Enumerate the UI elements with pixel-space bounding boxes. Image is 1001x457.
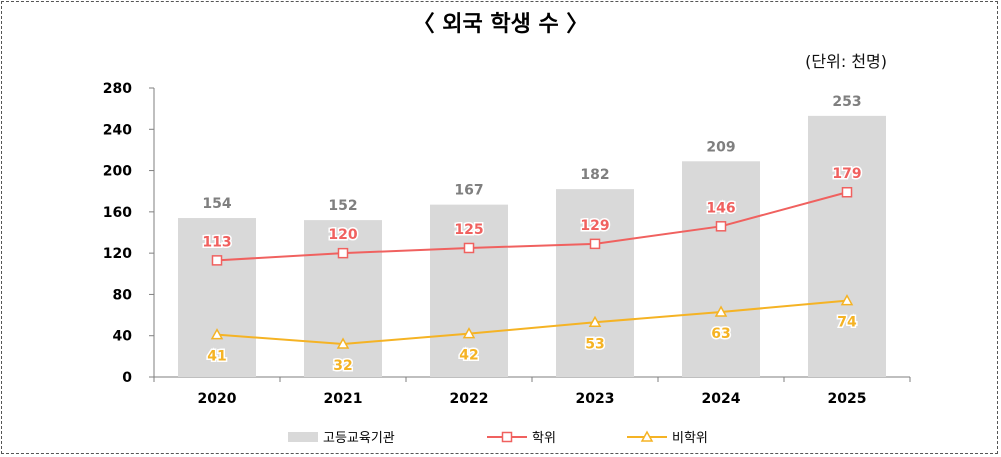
- unit-label: (단위: 천명): [805, 52, 887, 71]
- x-tick-label: 2022: [450, 391, 489, 407]
- nondegree-data-label: 32: [333, 358, 352, 374]
- degree-point: [715, 221, 727, 232]
- bar: [808, 115, 886, 377]
- nondegree-point: [588, 315, 602, 328]
- x-tick-label: 2024: [702, 391, 741, 407]
- nondegree-point: [336, 337, 350, 349]
- x-tick-label: 2020: [198, 391, 237, 407]
- bar: [430, 204, 508, 377]
- degree-data-label: 120: [328, 227, 357, 243]
- y-tick-label: 280: [103, 81, 132, 97]
- degree-data-label: 129: [580, 218, 609, 234]
- nondegree-series-line: [216, 299, 848, 345]
- degree-series-line: [216, 191, 848, 262]
- bar: [304, 220, 382, 377]
- bar-data-label: 152: [328, 198, 357, 214]
- y-tick-label: 240: [103, 122, 132, 138]
- bar-data-label: 167: [454, 183, 483, 199]
- bar: [682, 161, 760, 377]
- bar: [178, 218, 256, 377]
- bar: [556, 189, 634, 377]
- y-tick-label: 120: [103, 246, 132, 262]
- y-tick-label: 40: [113, 329, 133, 345]
- y-tick-label: 160: [103, 205, 132, 221]
- nondegree-point: [840, 294, 854, 306]
- legend-swatch-bar: [288, 432, 318, 442]
- legend-swatch-nondegree-marker: [640, 430, 654, 442]
- legend-swatch-degree-marker: [501, 431, 513, 443]
- degree-point: [841, 186, 853, 198]
- legend-label: 고등교육기관: [323, 431, 395, 446]
- legend-label: 비학위: [672, 431, 708, 446]
- nondegree-point: [462, 327, 476, 339]
- legend-label: 학위: [532, 431, 556, 446]
- nondegree-data-label: 42: [459, 348, 478, 364]
- degree-data-label: 146: [706, 200, 735, 216]
- degree-data-label: 113: [202, 234, 231, 250]
- bar-data-label: 253: [832, 94, 861, 110]
- nondegree-data-label: 53: [585, 336, 604, 352]
- y-tick-label: 80: [113, 287, 133, 303]
- y-tick-label: 200: [103, 164, 132, 180]
- x-tick-label: 2021: [324, 391, 363, 407]
- y-tick-label: 0: [122, 370, 132, 386]
- degree-point: [337, 247, 349, 259]
- nondegree-data-label: 41: [207, 349, 226, 365]
- nondegree-data-label: 74: [837, 315, 857, 331]
- bar-data-label: 182: [580, 167, 609, 183]
- degree-point: [211, 255, 223, 266]
- nondegree-data-label: 63: [711, 326, 730, 342]
- bar-data-label: 154: [202, 196, 231, 212]
- x-tick-label: 2023: [576, 391, 615, 407]
- degree-data-label: 125: [454, 222, 483, 238]
- degree-point: [463, 242, 475, 254]
- bar-data-label: 209: [706, 139, 735, 155]
- nondegree-point: [210, 328, 224, 340]
- degree-data-label: 179: [832, 166, 861, 182]
- chart-title: 〈 외국 학생 수 〉: [412, 12, 589, 37]
- degree-point: [589, 238, 601, 250]
- x-tick-label: 2025: [828, 391, 867, 407]
- nondegree-point: [714, 305, 728, 317]
